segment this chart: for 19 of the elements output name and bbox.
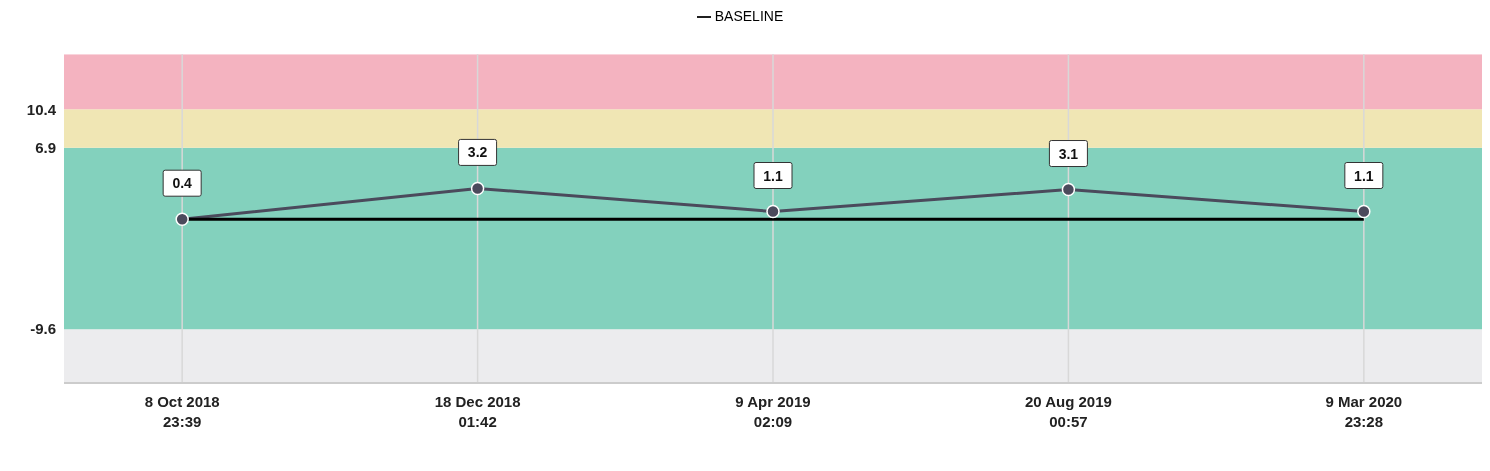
point	[1357, 204, 1371, 219]
data-label: 3.2	[467, 144, 488, 161]
data-label: 0.4	[172, 175, 193, 192]
x-tick-label: 9 Mar 2020 23:28	[1325, 393, 1403, 430]
point	[470, 181, 485, 196]
point	[175, 212, 189, 226]
x-tick-label: 18 Dec 2018 01:42	[434, 393, 521, 430]
point	[766, 204, 780, 219]
data-label: 1.1	[1354, 167, 1374, 184]
x-tick-label: 8 Oct 2018 23:39	[144, 393, 220, 430]
data-label: 1.1	[763, 167, 783, 184]
point	[1061, 182, 1076, 197]
y-tick-label: -9.6	[30, 320, 56, 338]
y-tick-label: 10.4	[26, 100, 57, 118]
x-tick-label: 9 Apr 2019 02:09	[735, 393, 811, 430]
x-tick-label: 20 Aug 2019 00:57	[1024, 393, 1112, 430]
y-tick-label: 6.9	[35, 139, 56, 157]
data-label: 3.1	[1058, 145, 1079, 162]
legend-label: BASELINE	[714, 8, 784, 24]
